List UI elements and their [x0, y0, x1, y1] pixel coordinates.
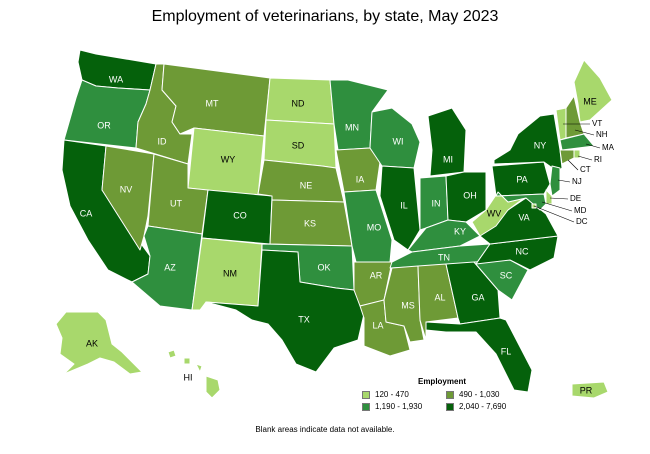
label-MD: MD [574, 206, 587, 215]
label-DC: DC [576, 217, 588, 226]
state-MA[interactable] [559, 133, 595, 151]
label-WI: WI [393, 136, 404, 146]
label-AR: AR [370, 270, 383, 280]
state-WI[interactable] [369, 107, 421, 169]
label-MN: MN [345, 122, 359, 132]
label-NH: NH [596, 130, 608, 139]
label-NY: NY [534, 140, 547, 150]
label-WA: WA [109, 74, 123, 84]
legend-label: 120 - 470 [375, 390, 409, 399]
label-MT: MT [206, 98, 219, 108]
label-CO: CO [233, 210, 247, 220]
map-title: Employment of veterinarians, by state, M… [151, 8, 499, 25]
label-SD: SD [292, 140, 305, 150]
legend-item: 120 - 470 [362, 390, 446, 399]
label-AK: AK [86, 338, 98, 348]
label-ND: ND [292, 98, 305, 108]
label-ME: ME [583, 96, 597, 106]
state-ME[interactable] [573, 59, 613, 123]
state-IA[interactable] [335, 147, 381, 193]
label-ID: ID [158, 136, 168, 146]
label-KY: KY [454, 226, 466, 236]
state-TX[interactable] [205, 249, 365, 373]
label-IN: IN [432, 198, 441, 208]
callout-leader-lines [533, 123, 601, 223]
label-TN: TN [438, 252, 450, 262]
label-MI: MI [443, 154, 453, 164]
label-OH: OH [463, 190, 477, 200]
state-CT[interactable] [559, 149, 575, 165]
label-OR: OR [97, 120, 111, 130]
label-UT: UT [170, 198, 182, 208]
label-IL: IL [400, 200, 408, 210]
label-KS: KS [304, 218, 316, 228]
label-NC: NC [516, 246, 529, 256]
legend-label: 1,190 - 1,930 [375, 402, 423, 411]
legend-swatch [362, 390, 370, 399]
label-PR: PR [580, 385, 593, 395]
label-VT: VT [592, 119, 602, 128]
state-FL[interactable] [425, 317, 533, 393]
label-WV: WV [487, 208, 502, 218]
state-RI[interactable] [573, 149, 581, 159]
state-AK[interactable] [55, 311, 143, 375]
label-VA: VA [518, 212, 529, 222]
label-GA: GA [471, 292, 484, 302]
legend-item: 490 - 1,030 [446, 390, 530, 399]
label-TX: TX [298, 314, 310, 324]
label-NE: NE [300, 180, 313, 190]
legend-item: 2,040 - 7,690 [446, 402, 530, 411]
label-CA: CA [80, 208, 93, 218]
label-NJ: NJ [572, 177, 582, 186]
state-PR[interactable] [571, 381, 609, 399]
state-NJ[interactable] [549, 165, 561, 197]
label-DE: DE [570, 194, 581, 203]
label-NV: NV [120, 184, 133, 194]
label-MO: MO [367, 222, 382, 232]
state-MI[interactable] [427, 107, 467, 177]
legend-label: 490 - 1,030 [459, 390, 500, 399]
footnote: Blank areas indicate data not available. [255, 425, 395, 434]
label-AZ: AZ [164, 262, 176, 272]
label-SC: SC [500, 270, 513, 280]
label-FL: FL [501, 346, 512, 356]
label-NM: NM [223, 268, 237, 278]
label-AL: AL [434, 292, 445, 302]
legend-title: Employment [417, 377, 466, 386]
label-RI: RI [594, 155, 602, 164]
label-WY: WY [221, 154, 236, 164]
label-CT: CT [580, 165, 591, 174]
label-PA: PA [516, 174, 527, 184]
label-HI: HI [184, 372, 193, 382]
legend-label: 2,040 - 7,690 [459, 402, 507, 411]
legend-swatch [446, 402, 454, 411]
legend-swatch [362, 402, 370, 411]
label-OK: OK [317, 262, 330, 272]
label-LA: LA [372, 320, 383, 330]
state-DE[interactable] [545, 189, 553, 205]
label-MS: MS [401, 300, 415, 310]
state-HI[interactable] [167, 349, 221, 399]
legend-item: 1,190 - 1,930 [362, 402, 446, 411]
state-NH[interactable] [565, 95, 585, 139]
legend-swatch [446, 390, 454, 399]
label-MA: MA [602, 143, 615, 152]
label-IA: IA [356, 174, 365, 184]
map-legend: Employment 120 - 470 490 - 1,030 1,190 -… [362, 377, 522, 411]
